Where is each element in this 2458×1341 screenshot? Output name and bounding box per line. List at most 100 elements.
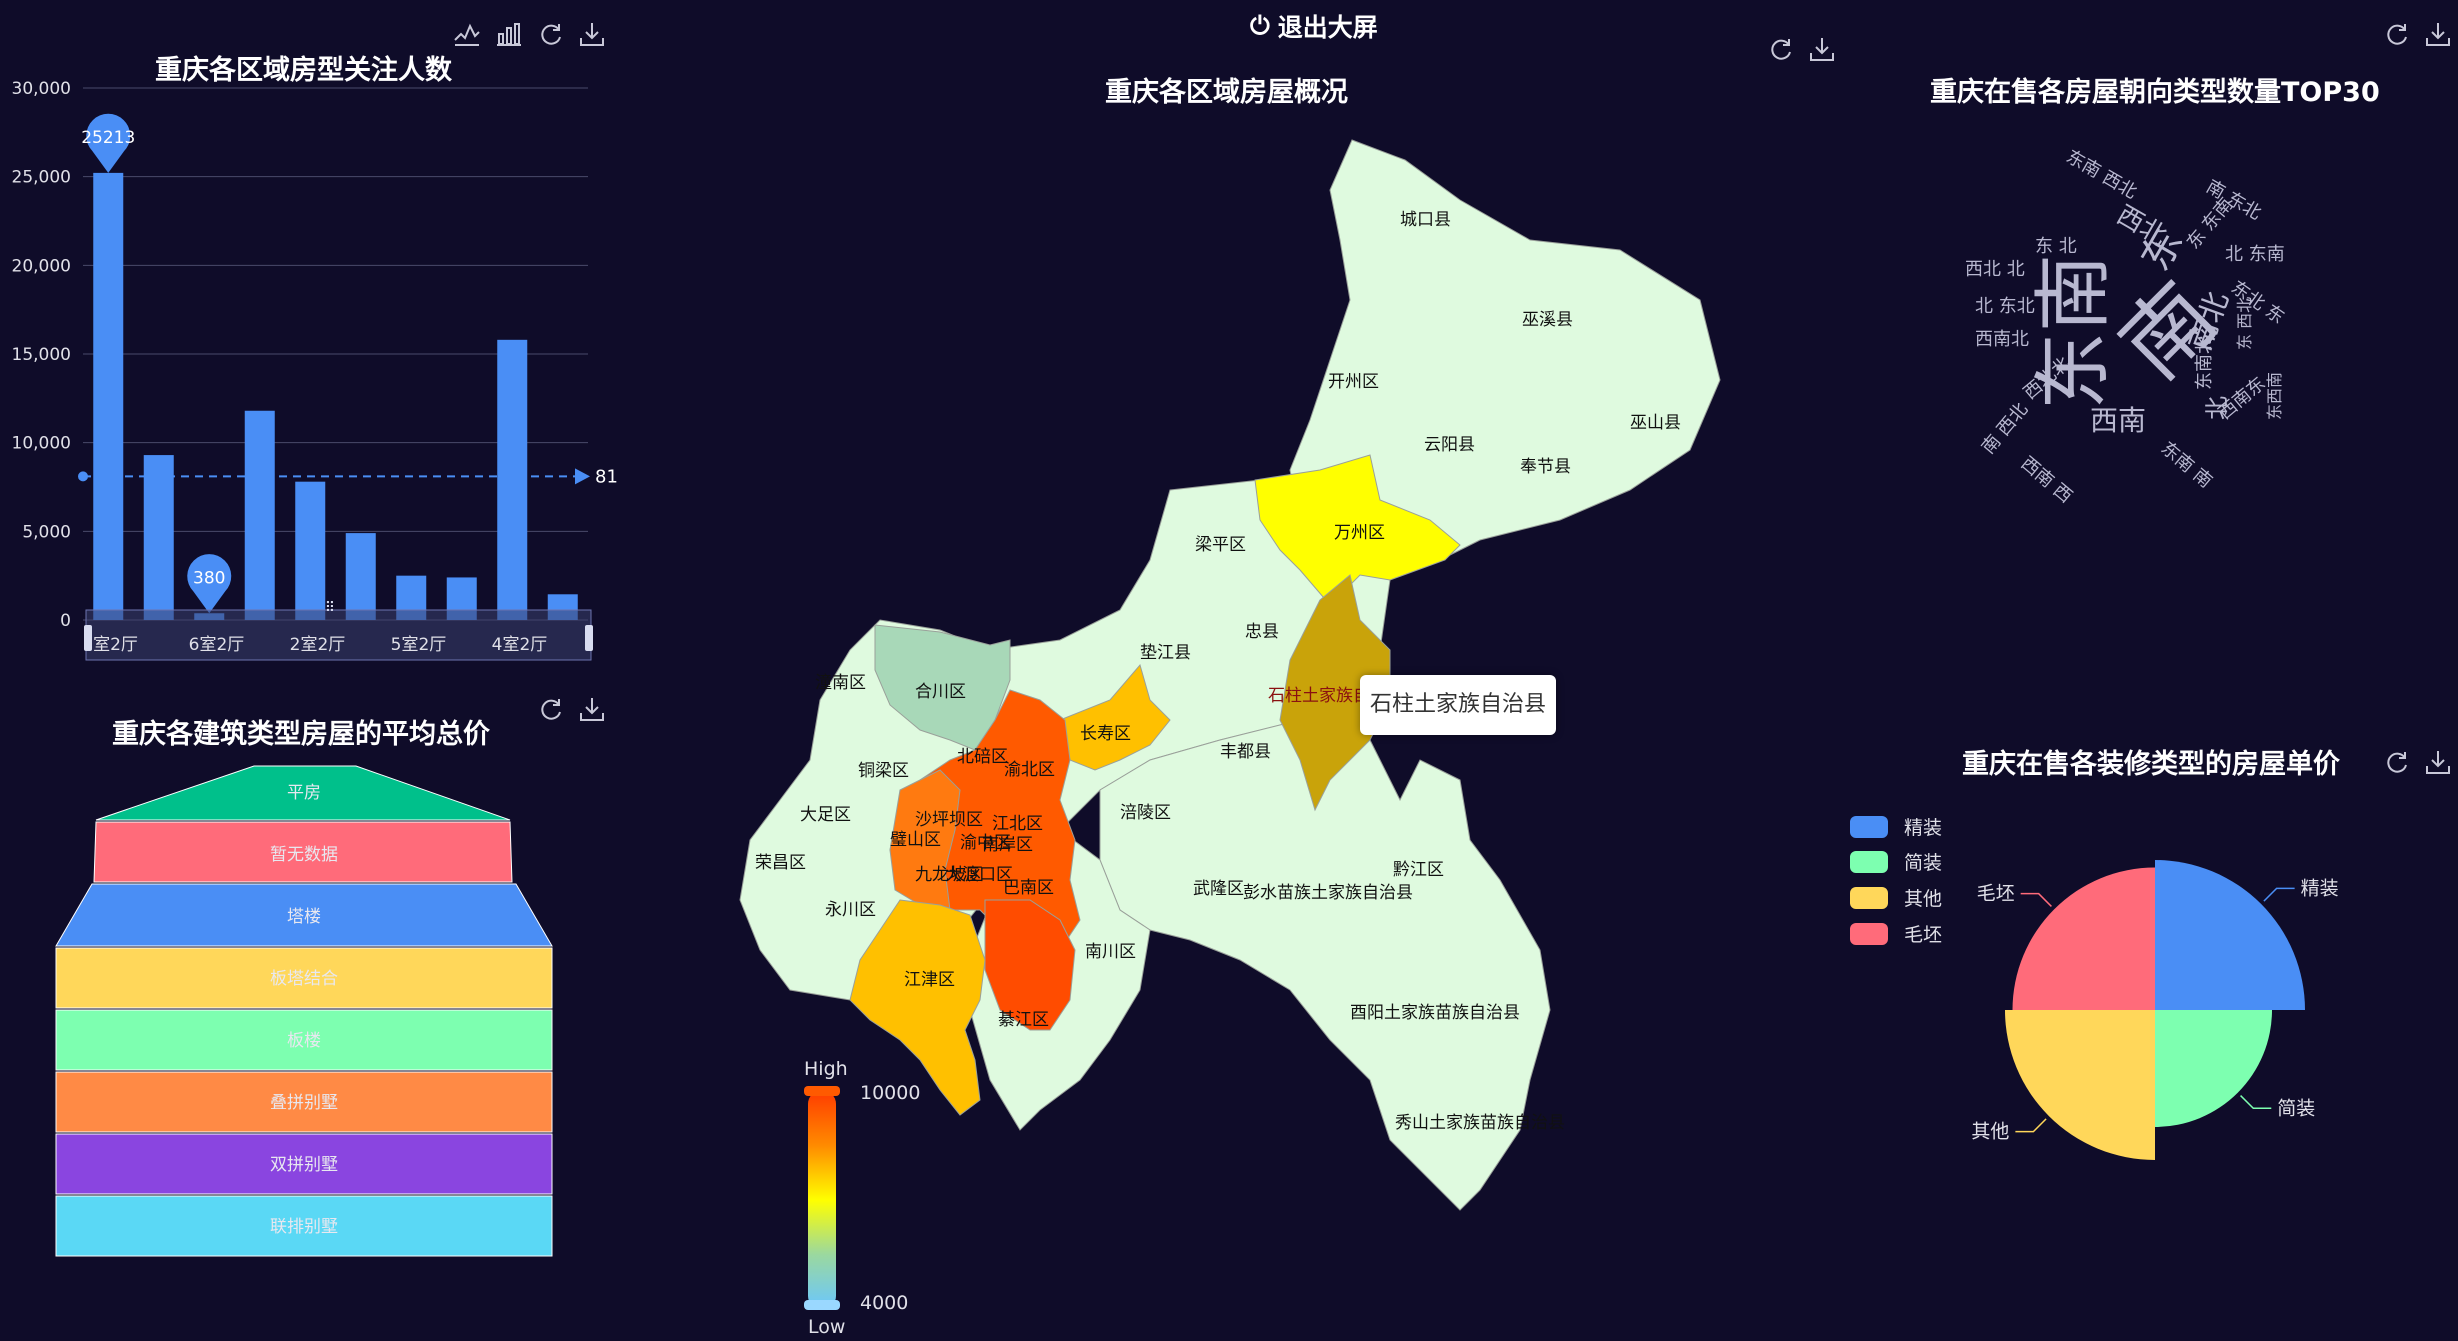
map-region-wanzhou[interactable] <box>1254 454 1461 606</box>
funnel-level-2[interactable] <box>55 883 553 947</box>
line-chart-icon[interactable] <box>452 20 482 50</box>
map-region-jiangjin[interactable] <box>849 899 986 1116</box>
map-label-banan: 巴南区 <box>1003 878 1054 898</box>
word-18: 西南 西 <box>2017 453 2076 507</box>
visual-map-handle-bottom[interactable] <box>804 1300 840 1310</box>
download-icon[interactable] <box>1807 35 1837 65</box>
data-zoom-slider[interactable] <box>85 609 592 661</box>
legend-label: 简装 <box>1904 852 1943 874</box>
pie-slice-0[interactable] <box>2155 860 2305 1010</box>
funnel-label-3: 板塔结合 <box>270 969 338 989</box>
y-tick-label: 5,000 <box>22 522 71 542</box>
map-region-bishan[interactable] <box>889 769 961 911</box>
legend-swatch <box>1850 815 1888 838</box>
funnel-chart: 平房 暂无数据 塔楼 板塔结合 板楼 叠拼别墅 双拼别墅 联排别墅 <box>55 765 553 1257</box>
map-label-kaizhou: 开州区 <box>1328 372 1379 392</box>
word-17: 东南 南 <box>2157 438 2216 492</box>
pie-label-2: 其他 <box>1971 1121 2009 1143</box>
map-label-dianjiang: 垫江县 <box>1140 643 1191 663</box>
map-northeast-counties[interactable] <box>1289 139 1721 581</box>
bar-8[interactable] <box>497 339 528 620</box>
map-label-zhongxian: 忠县 <box>1245 622 1279 642</box>
pie-label-line <box>2020 892 2052 907</box>
download-icon[interactable] <box>2423 20 2453 50</box>
bar-1[interactable] <box>143 455 174 620</box>
map-title: 重庆各区域房屋概况 <box>1105 77 1348 108</box>
legend-swatch <box>1850 922 1888 945</box>
funnel-level-6[interactable] <box>55 1133 553 1195</box>
visual-map-low-label: Low <box>808 1316 846 1338</box>
x-tick-label: 2室2厅 <box>290 635 346 655</box>
download-icon[interactable] <box>577 695 607 725</box>
bar-4[interactable] <box>295 481 326 620</box>
funnel-level-4[interactable] <box>55 1009 553 1071</box>
data-zoom-handle-right[interactable] <box>585 625 593 651</box>
legend-item-1[interactable]: 简装 <box>1850 848 1942 875</box>
data-zoom-handle-left[interactable] <box>84 625 92 651</box>
visual-map-bar[interactable] <box>808 1090 836 1310</box>
svg-text:380: 380 <box>193 568 225 588</box>
word-cloud: 东南 南 东 西南 北 南北 东南 西北 西北 北 东 北 北 东北 西南北 东… <box>1965 146 2288 507</box>
refresh-icon[interactable] <box>2382 748 2412 778</box>
funnel-level-0[interactable] <box>95 765 511 821</box>
funnel-level-1[interactable] <box>93 821 513 883</box>
map-region-changshou[interactable] <box>1059 663 1171 771</box>
map-region-banan[interactable] <box>984 899 1076 1031</box>
pie-label-line <box>2263 887 2295 902</box>
visual-map-max: 10000 <box>860 1082 921 1104</box>
legend-swatch <box>1850 886 1888 909</box>
pie-chart-title: 重庆在售各装修类型的房屋单价 <box>1962 749 2340 780</box>
refresh-icon[interactable] <box>536 695 566 725</box>
map-label-jiulongpo: 九龙坡区 <box>915 865 983 885</box>
map-label-qijiang: 綦江区 <box>998 1010 1049 1030</box>
average-line-arrow <box>575 468 590 485</box>
bar-3[interactable] <box>244 410 275 620</box>
funnel-label-0: 平房 <box>287 783 321 803</box>
download-icon[interactable] <box>577 20 607 50</box>
pie-slice-2[interactable] <box>2005 1010 2155 1160</box>
word-11: 东南北 <box>2194 336 2215 390</box>
power-icon: ⏻ <box>1250 11 1270 40</box>
bar-chart-icon[interactable] <box>494 20 524 50</box>
map-label-nanan: 南岸区 <box>982 835 1033 855</box>
map-label-jiangbei: 江北区 <box>992 814 1043 834</box>
y-tick-label: 25,000 <box>12 168 71 188</box>
pie-label-line <box>2240 1095 2272 1110</box>
y-tick-label: 20,000 <box>12 256 71 276</box>
legend-item-3[interactable]: 毛坯 <box>1850 920 1942 947</box>
pie-slice-3[interactable] <box>2012 867 2156 1011</box>
map-region-shizhu[interactable] <box>1279 574 1391 812</box>
bar-0[interactable] <box>93 172 124 620</box>
max-marker: 25213 <box>81 113 135 173</box>
legend-item-2[interactable]: 其他 <box>1850 884 1942 911</box>
map-label-rongchang: 荣昌区 <box>755 853 806 873</box>
funnel-level-3[interactable] <box>55 947 553 1009</box>
funnel-level-5[interactable] <box>55 1071 553 1133</box>
visual-map-handle-top[interactable] <box>804 1086 840 1096</box>
funnel-label-1: 暂无数据 <box>270 845 338 865</box>
bar-5[interactable] <box>345 533 376 620</box>
exit-label: 退出大屏 <box>1277 13 1378 42</box>
map-label-yuzhong: 渝中区 <box>960 833 1011 853</box>
legend-swatch <box>1850 850 1888 873</box>
map-tooltip: 石柱土家族自治县 <box>1360 675 1556 735</box>
refresh-icon[interactable] <box>1766 35 1796 65</box>
download-icon[interactable] <box>2423 748 2453 778</box>
visual-map-high-label: High <box>804 1058 848 1080</box>
average-label: 81 <box>595 466 618 487</box>
funnel-level-7[interactable] <box>55 1195 553 1257</box>
map-label-bishan: 璧山区 <box>890 830 941 850</box>
data-zoom-grip[interactable]: ⠿ <box>325 600 335 616</box>
word-10: 西南北 <box>1975 329 2029 350</box>
map-label-wuxi: 巫溪县 <box>1522 310 1573 330</box>
word-21: 北 东南 <box>2225 244 2285 265</box>
x-tick-label: 4室2厅 <box>492 635 548 655</box>
exit-fullscreen-button[interactable]: ⏻ 退出大屏 <box>1250 8 1378 44</box>
pie-slice-1[interactable] <box>2155 1010 2272 1127</box>
legend-item-0[interactable]: 精装 <box>1850 813 1942 840</box>
refresh-icon[interactable] <box>536 20 566 50</box>
average-line-start <box>78 471 88 482</box>
refresh-icon[interactable] <box>2382 20 2412 50</box>
